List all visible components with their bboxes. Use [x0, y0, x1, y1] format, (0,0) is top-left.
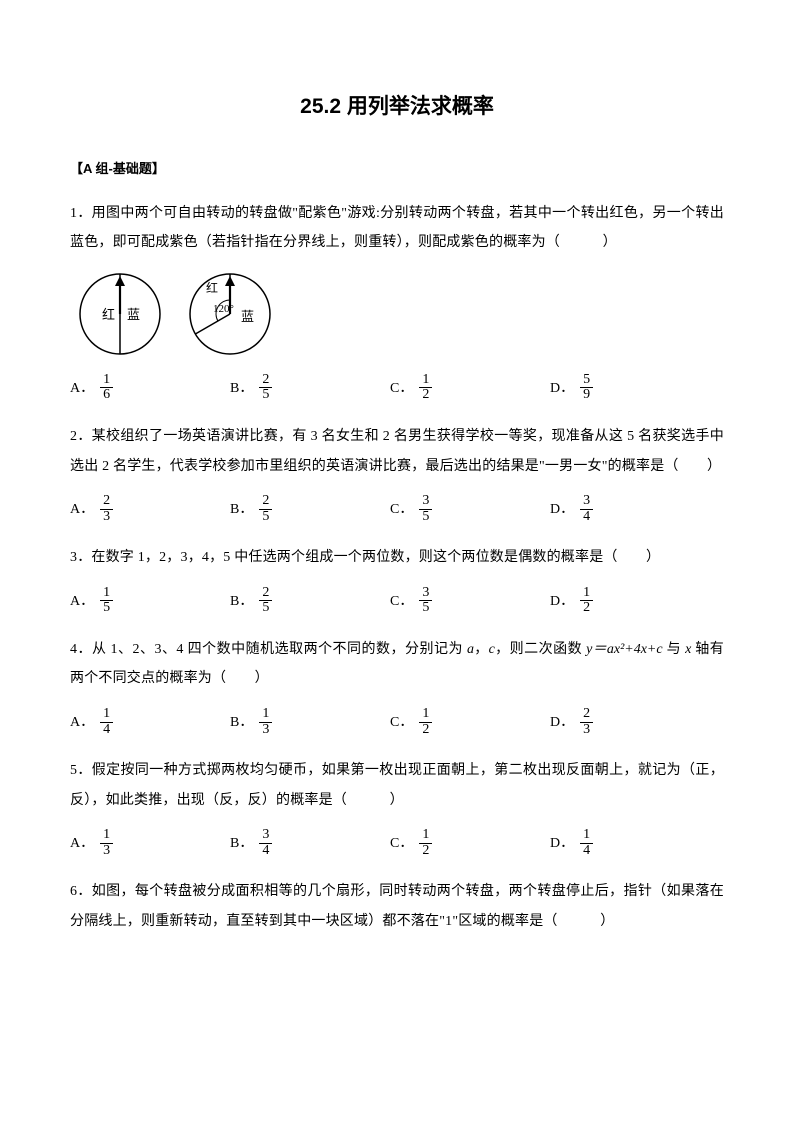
q2-opt-a[interactable]: A．23: [70, 493, 230, 523]
q1-opt-d[interactable]: D．59: [550, 372, 710, 402]
spinner2-red-label: 红: [206, 280, 218, 295]
section-label: 【A 组-基础题】: [70, 158, 724, 177]
q5-opt-b[interactable]: B．34: [230, 827, 390, 857]
q3-options: A．15 B．25 C．35 D．12: [70, 585, 724, 615]
q1-opt-a[interactable]: A．16: [70, 372, 230, 402]
q3-opt-a[interactable]: A．15: [70, 585, 230, 615]
spinner2-blue-label: 蓝: [241, 309, 254, 324]
q4-eq: y＝ax²+4x+c: [586, 642, 663, 657]
question-2: 2．某校组织了一场英语演讲比赛，有 3 名女生和 2 名男生获得学校一等奖，现准…: [70, 422, 724, 481]
spinner1-blue-label: 蓝: [127, 307, 140, 322]
spinner-1-icon: 红 蓝: [76, 270, 164, 358]
q4-options: A．14 B．13 C．12 D．23: [70, 706, 724, 736]
q2-options: A．23 B．25 C．35 D．34: [70, 493, 724, 523]
q3-text: 3．在数字 1，2，3，4，5 中任选两个组成一个两位数，则这个两位数是偶数的概…: [70, 550, 660, 565]
q4-opt-d[interactable]: D．23: [550, 706, 710, 736]
q3-opt-d[interactable]: D．12: [550, 585, 710, 615]
q5-opt-c[interactable]: C．12: [390, 827, 550, 857]
question-4: 4．从 1、2、3、4 四个数中随机选取两个不同的数，分别记为 a，c，则二次函…: [70, 635, 724, 694]
q5-text: 5．假定按同一种方式掷两枚均匀硬币，如果第一枚出现正面朝上，第二枚出现反面朝上，…: [70, 763, 724, 807]
q1-opt-b[interactable]: B．25: [230, 372, 390, 402]
q4-text-mid: ，则二次函数: [495, 642, 586, 657]
q5-opt-a[interactable]: A．13: [70, 827, 230, 857]
q5-opt-d[interactable]: D．14: [550, 827, 710, 857]
question-6: 6．如图，每个转盘被分成面积相等的几个扇形，同时转动两个转盘，两个转盘停止后，指…: [70, 877, 724, 936]
worksheet-page: 25.2 用列举法求概率 【A 组-基础题】 1．用图中两个可自由转动的转盘做"…: [0, 0, 794, 1008]
q4-opt-b[interactable]: B．13: [230, 706, 390, 736]
q2-opt-b[interactable]: B．25: [230, 493, 390, 523]
q4-a: a: [467, 642, 474, 657]
q2-opt-d[interactable]: D．34: [550, 493, 710, 523]
q4-comma: ，: [474, 642, 489, 657]
q3-opt-c[interactable]: C．35: [390, 585, 550, 615]
q2-text: 2．某校组织了一场英语演讲比赛，有 3 名女生和 2 名男生获得学校一等奖，现准…: [70, 429, 724, 473]
spinner1-red-label: 红: [102, 307, 115, 322]
q4-text-mid2: 与: [663, 642, 685, 657]
q4-opt-c[interactable]: C．12: [390, 706, 550, 736]
question-3: 3．在数字 1，2，3，4，5 中任选两个组成一个两位数，则这个两位数是偶数的概…: [70, 543, 724, 572]
question-1: 1．用图中两个可自由转动的转盘做"配紫色"游戏:分别转动两个转盘，若其中一个转出…: [70, 199, 724, 258]
q1-options: A．16 B．25 C．12 D．59: [70, 372, 724, 402]
q3-opt-b[interactable]: B．25: [230, 585, 390, 615]
spinner-2-icon: 红 120° 蓝: [186, 270, 274, 358]
q4-opt-a[interactable]: A．14: [70, 706, 230, 736]
q6-text: 6．如图，每个转盘被分成面积相等的几个扇形，同时转动两个转盘，两个转盘停止后，指…: [70, 884, 724, 928]
page-title: 25.2 用列举法求概率: [70, 90, 724, 120]
question-5: 5．假定按同一种方式掷两枚均匀硬币，如果第一枚出现正面朝上，第二枚出现反面朝上，…: [70, 756, 724, 815]
q5-options: A．13 B．34 C．12 D．14: [70, 827, 724, 857]
q1-text: 1．用图中两个可自由转动的转盘做"配紫色"游戏:分别转动两个转盘，若其中一个转出…: [70, 206, 724, 250]
q4-text-pre: 4．从 1、2、3、4 四个数中随机选取两个不同的数，分别记为: [70, 642, 467, 657]
q2-opt-c[interactable]: C．35: [390, 493, 550, 523]
q1-opt-c[interactable]: C．12: [390, 372, 550, 402]
spinner-diagrams: 红 蓝 红 120° 蓝: [76, 270, 724, 358]
